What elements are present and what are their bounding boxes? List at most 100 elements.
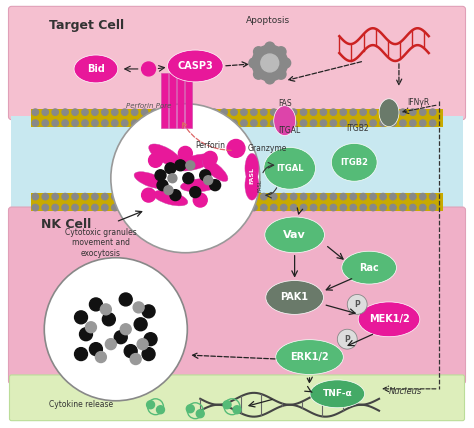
Circle shape	[181, 120, 188, 126]
Circle shape	[111, 120, 118, 126]
Circle shape	[193, 193, 207, 207]
Circle shape	[390, 109, 396, 115]
Circle shape	[72, 193, 78, 200]
Circle shape	[157, 180, 168, 190]
Circle shape	[310, 193, 317, 200]
Ellipse shape	[276, 340, 343, 374]
Circle shape	[121, 193, 128, 200]
Circle shape	[370, 193, 376, 200]
Circle shape	[221, 204, 227, 211]
Bar	[162, 73, 168, 128]
Ellipse shape	[153, 190, 188, 206]
Circle shape	[419, 193, 426, 200]
Circle shape	[90, 343, 102, 356]
Circle shape	[419, 120, 426, 126]
Circle shape	[181, 193, 188, 200]
Circle shape	[320, 109, 327, 115]
Circle shape	[32, 120, 38, 126]
Circle shape	[410, 120, 416, 126]
Circle shape	[74, 348, 88, 360]
Circle shape	[151, 204, 158, 211]
Bar	[169, 73, 176, 128]
Circle shape	[142, 305, 155, 318]
Circle shape	[271, 193, 277, 200]
Circle shape	[291, 120, 297, 126]
Circle shape	[211, 204, 217, 211]
Circle shape	[201, 193, 208, 200]
Circle shape	[141, 109, 148, 115]
Circle shape	[203, 152, 217, 165]
Circle shape	[95, 351, 106, 363]
Circle shape	[201, 120, 208, 126]
Circle shape	[102, 193, 108, 200]
Circle shape	[254, 69, 264, 79]
Circle shape	[191, 204, 198, 211]
Ellipse shape	[202, 159, 228, 181]
Circle shape	[231, 109, 237, 115]
Circle shape	[62, 120, 68, 126]
Circle shape	[52, 193, 58, 200]
Circle shape	[137, 339, 148, 350]
Circle shape	[32, 109, 38, 115]
Circle shape	[131, 120, 138, 126]
Circle shape	[114, 331, 127, 344]
Circle shape	[276, 47, 286, 57]
Circle shape	[211, 120, 217, 126]
Circle shape	[252, 45, 288, 81]
Circle shape	[144, 333, 157, 346]
Circle shape	[142, 348, 155, 360]
Circle shape	[32, 204, 38, 211]
Text: P: P	[355, 300, 360, 309]
Text: ERK1/2: ERK1/2	[290, 352, 329, 362]
Circle shape	[271, 120, 277, 126]
Circle shape	[42, 193, 48, 200]
Circle shape	[261, 193, 267, 200]
Circle shape	[148, 153, 163, 167]
Text: IFNγR: IFNγR	[407, 98, 429, 107]
Circle shape	[42, 109, 48, 115]
Ellipse shape	[310, 380, 365, 408]
Text: FASL: FASL	[257, 179, 262, 192]
Circle shape	[191, 120, 198, 126]
Circle shape	[100, 304, 111, 315]
Circle shape	[211, 109, 217, 115]
Circle shape	[164, 186, 173, 195]
Circle shape	[271, 204, 277, 211]
Circle shape	[200, 170, 210, 181]
Ellipse shape	[149, 144, 182, 167]
Circle shape	[301, 204, 307, 211]
Ellipse shape	[342, 251, 396, 284]
Ellipse shape	[245, 170, 259, 200]
Circle shape	[320, 193, 327, 200]
Circle shape	[231, 193, 237, 200]
Circle shape	[111, 193, 118, 200]
Circle shape	[82, 193, 88, 200]
Circle shape	[120, 324, 131, 335]
Circle shape	[44, 258, 187, 401]
Circle shape	[121, 109, 128, 115]
Circle shape	[175, 160, 186, 171]
Bar	[31, 109, 443, 127]
Circle shape	[390, 204, 396, 211]
Circle shape	[400, 204, 406, 211]
Circle shape	[251, 109, 257, 115]
Circle shape	[261, 109, 267, 115]
Circle shape	[171, 120, 178, 126]
Circle shape	[261, 54, 279, 72]
Circle shape	[111, 204, 118, 211]
Circle shape	[281, 193, 287, 200]
Circle shape	[350, 193, 356, 200]
Text: NK Cell: NK Cell	[41, 218, 91, 231]
Circle shape	[370, 120, 376, 126]
Ellipse shape	[134, 172, 167, 189]
Circle shape	[191, 193, 198, 200]
Circle shape	[42, 120, 48, 126]
Circle shape	[281, 58, 291, 68]
Circle shape	[380, 193, 386, 200]
Bar	[31, 193, 443, 211]
Text: Cytokine release: Cytokine release	[49, 400, 113, 409]
Circle shape	[301, 109, 307, 115]
Circle shape	[301, 193, 307, 200]
Bar	[177, 73, 184, 128]
Circle shape	[161, 120, 168, 126]
